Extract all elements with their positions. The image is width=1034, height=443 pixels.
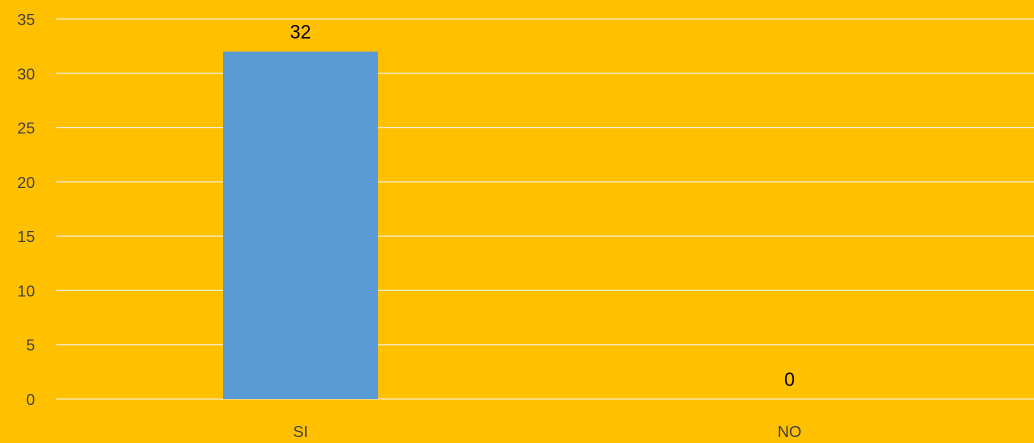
data-label-si: 32 <box>290 23 311 44</box>
bars <box>223 51 378 399</box>
y-tick-label: 5 <box>26 338 35 355</box>
y-tick-label: 20 <box>17 175 35 192</box>
x-axis-ticks: SI NO <box>293 424 802 441</box>
y-tick-label: 10 <box>17 283 35 300</box>
y-tick-label: 15 <box>17 229 35 246</box>
x-tick-label-no: NO <box>778 424 802 441</box>
data-labels: 32 0 <box>290 23 795 391</box>
y-tick-label: 30 <box>17 66 35 83</box>
bar-si <box>223 51 378 399</box>
y-axis-ticks: 0 5 10 15 20 25 30 35 <box>17 12 35 409</box>
x-tick-label-si: SI <box>293 424 308 441</box>
gridlines <box>56 18 1034 400</box>
data-label-no: 0 <box>784 370 795 391</box>
y-tick-label: 35 <box>17 12 35 29</box>
y-tick-label: 25 <box>17 121 35 138</box>
y-tick-label: 0 <box>26 392 35 409</box>
